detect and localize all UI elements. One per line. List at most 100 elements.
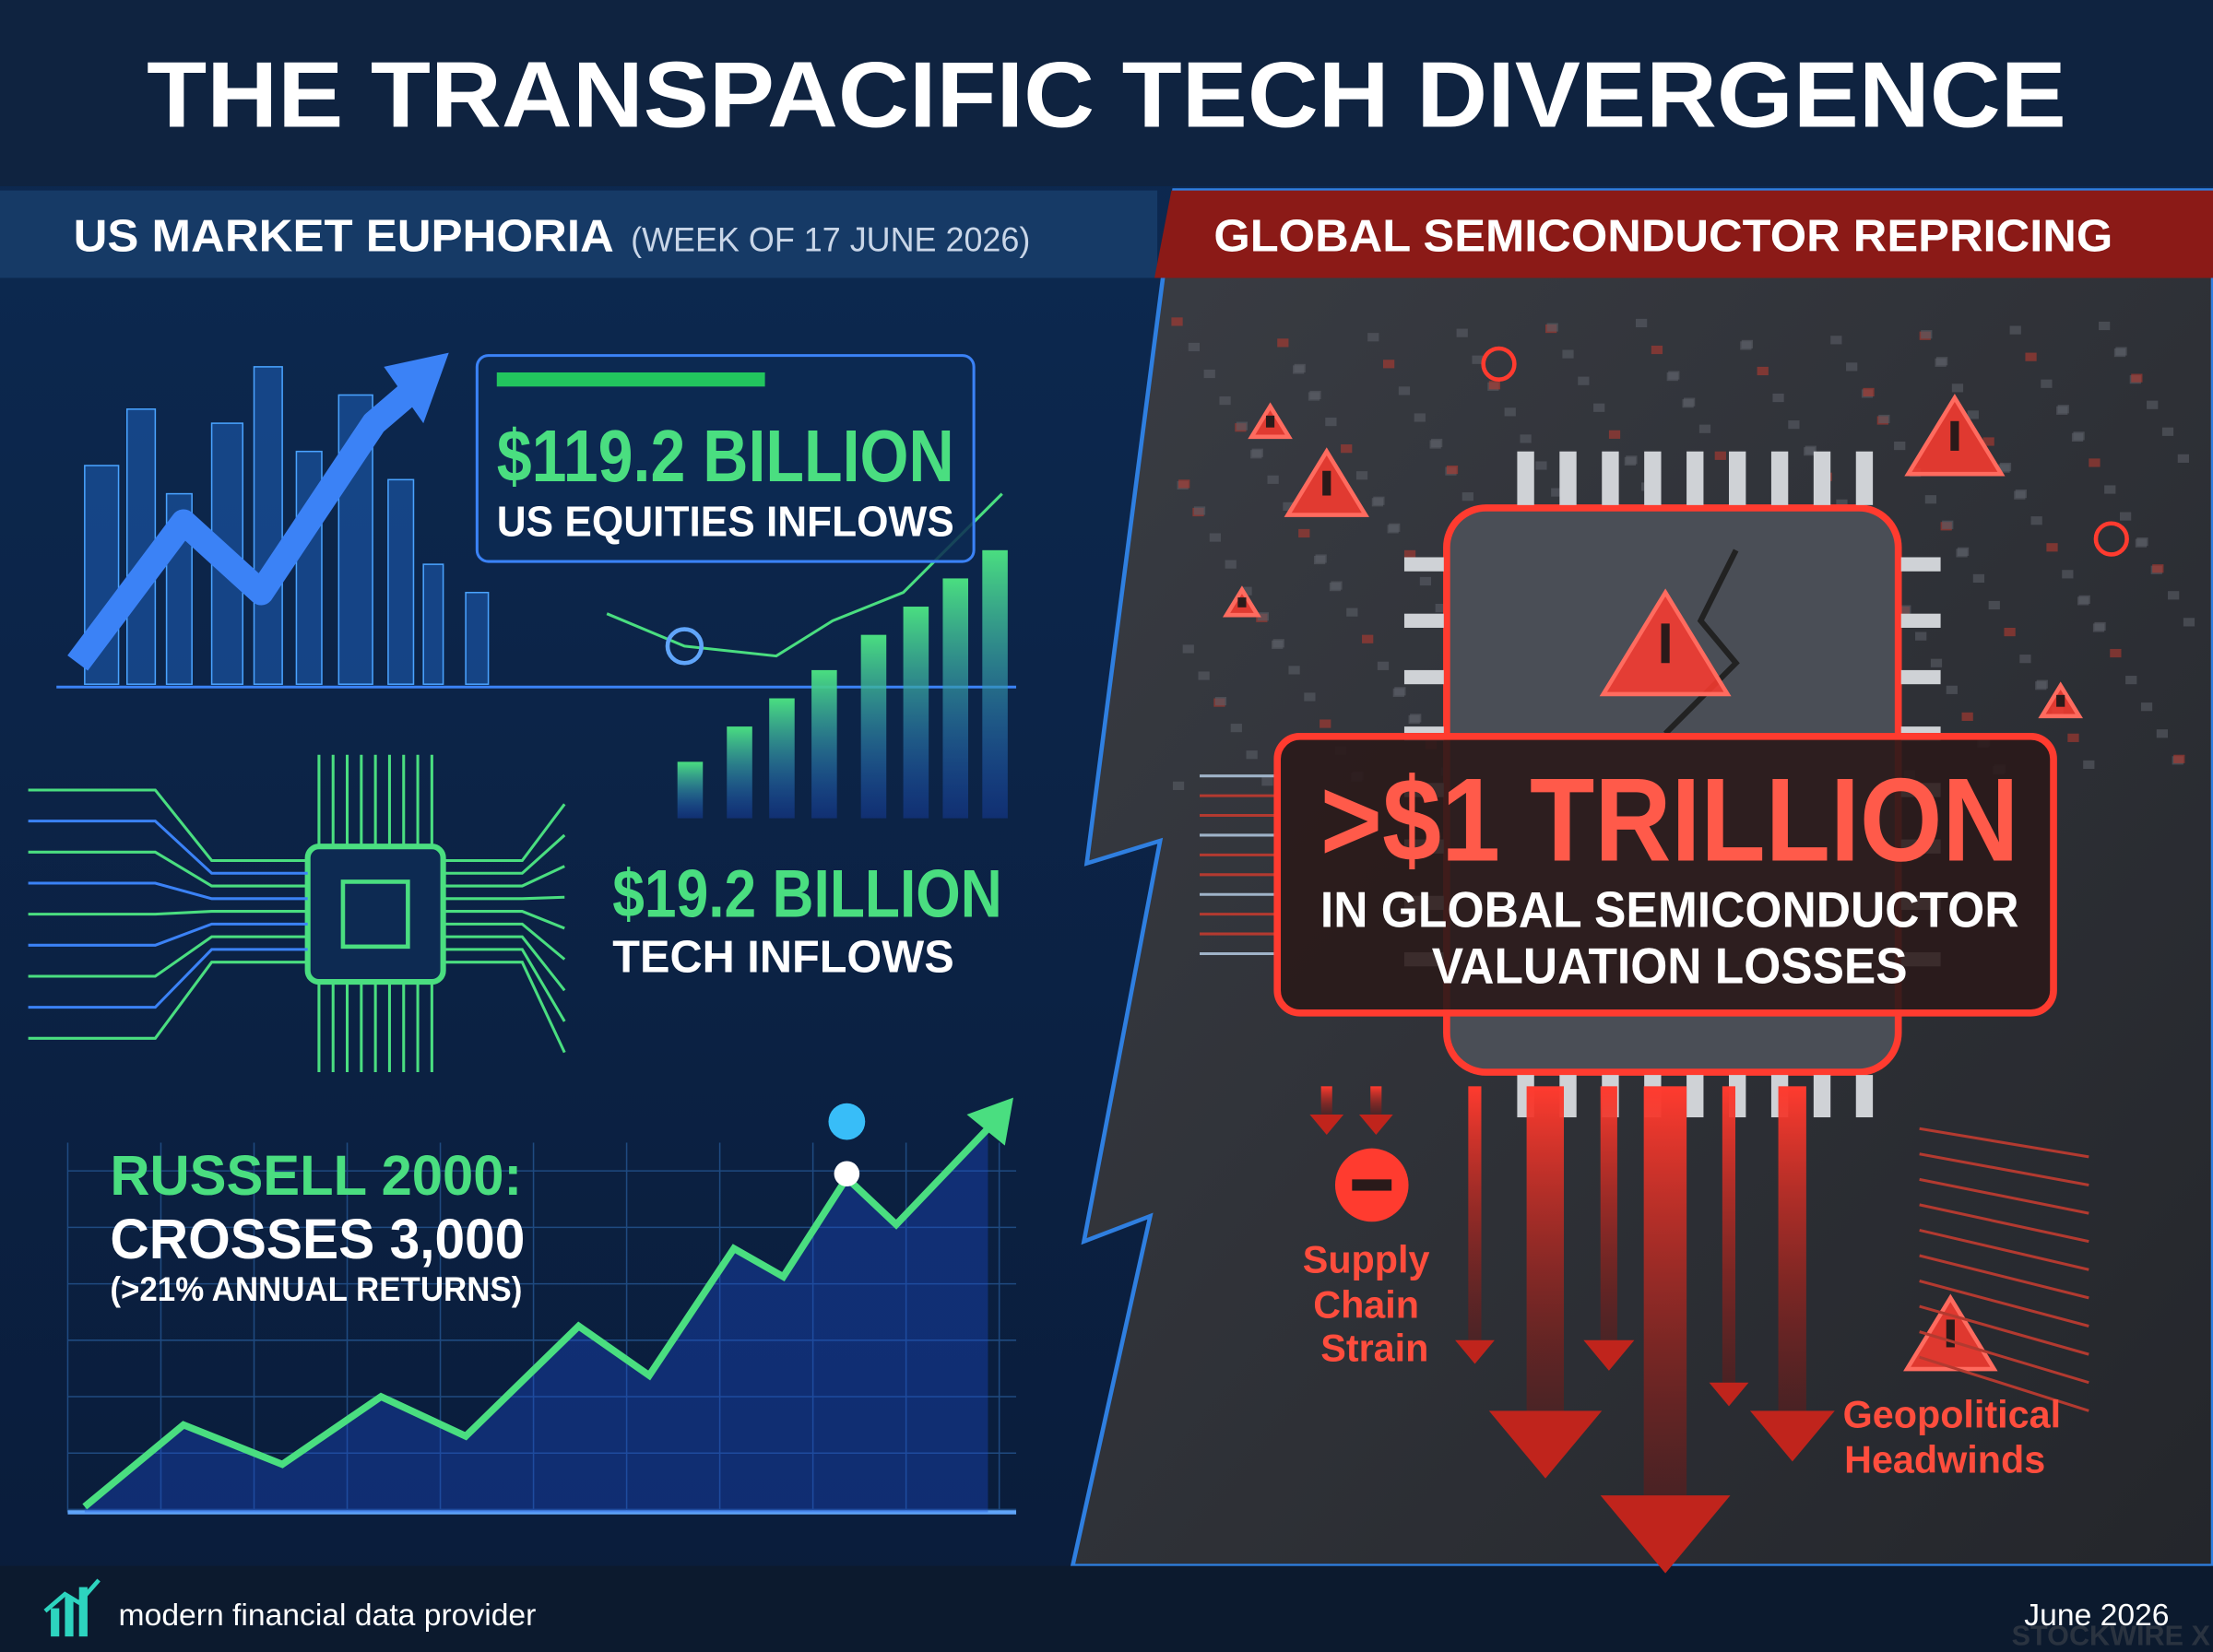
map-dot	[1246, 750, 1258, 760]
map-dot	[1946, 685, 1958, 694]
map-dot	[1236, 421, 1249, 431]
circuit-line	[1919, 1330, 2089, 1385]
warning-mark	[1322, 470, 1331, 496]
risk-label: Headwinds	[1844, 1439, 2045, 1481]
arrow-head	[384, 352, 449, 424]
pin	[1644, 451, 1662, 505]
map-dot	[1608, 430, 1621, 439]
map-dot	[1846, 362, 1858, 372]
bar-deco	[727, 726, 752, 819]
stop-icon	[2093, 521, 2129, 557]
map-dot	[1272, 639, 1284, 648]
map-dot	[2125, 676, 2137, 685]
map-dot	[2041, 379, 2053, 388]
map-dot	[1178, 479, 1190, 489]
map-dot	[1472, 355, 1484, 364]
map-dot	[1294, 363, 1306, 373]
warning-mark	[1950, 420, 1959, 451]
map-dot	[1267, 475, 1279, 484]
pin	[1403, 669, 1444, 685]
chip-core	[340, 879, 410, 950]
crack	[1663, 549, 1740, 736]
map-dot	[2147, 400, 2159, 409]
map-dot	[1398, 386, 1411, 395]
circuit-line	[443, 895, 565, 901]
map-dot	[2009, 325, 2021, 335]
down-arrow-head	[1583, 1339, 1635, 1371]
circuit-line	[28, 820, 308, 875]
map-dot	[1304, 692, 1316, 702]
map-dot	[1972, 573, 1985, 584]
pin	[1855, 451, 1874, 505]
map-dot	[1298, 528, 1310, 538]
map-dot	[1193, 506, 1206, 515]
pin	[1813, 1075, 1831, 1118]
map-dot	[1214, 696, 1227, 706]
area-deco	[84, 1128, 988, 1513]
map-dot	[1219, 396, 1231, 406]
skyline	[422, 563, 444, 685]
map-dot	[1225, 560, 1237, 569]
down-arrow	[1722, 1086, 1735, 1383]
circuit-line	[1919, 1228, 2089, 1271]
circuit-line	[28, 910, 308, 916]
map-dot	[1355, 471, 1368, 480]
map-dot	[1462, 492, 1473, 502]
skyline	[465, 591, 490, 685]
bar-deco	[982, 549, 1008, 819]
circuit-line	[28, 850, 308, 888]
circuit-line	[28, 948, 308, 1009]
down-arrow	[1320, 1086, 1332, 1115]
pin	[1686, 451, 1704, 505]
map-dot	[1414, 413, 1426, 422]
map-dot	[1377, 661, 1390, 670]
map-dot	[1431, 438, 1443, 448]
map-dot	[2173, 754, 2185, 763]
map-dot	[2152, 564, 2164, 573]
map-dot	[2104, 485, 2116, 494]
map-dot	[1546, 323, 1558, 332]
map-dot	[2004, 627, 2016, 637]
circuit-line	[443, 803, 566, 863]
skyline	[253, 366, 283, 685]
down-arrow	[1526, 1086, 1565, 1411]
marker	[834, 1161, 860, 1186]
map-dot	[2094, 621, 2106, 631]
down-arrow-head	[1309, 1114, 1344, 1135]
bar-deco	[811, 669, 837, 819]
map-dot	[1188, 342, 1201, 352]
date: June 2026	[2024, 1599, 2169, 1633]
map-dot	[2062, 570, 2074, 579]
map-dot	[1251, 448, 1263, 457]
map-dot	[1921, 330, 1933, 339]
map-dot	[2030, 516, 2042, 525]
title: THE TRANSPACIFIC TECH DIVERGENCE	[147, 44, 2066, 148]
down-arrow-head	[1358, 1114, 1393, 1135]
map-dot	[1957, 547, 1970, 556]
circuit-line	[1919, 1280, 2089, 1328]
map-dot	[1805, 445, 1817, 454]
map-dot	[1261, 777, 1273, 786]
map-dot	[1772, 393, 1784, 403]
map-dot	[2183, 618, 2195, 627]
map-dot	[2110, 648, 2122, 658]
map-dot	[1830, 336, 1842, 345]
map-dot	[2089, 458, 2101, 467]
map-dot	[2161, 427, 2174, 436]
network-node	[665, 627, 704, 666]
down-arrow	[1778, 1086, 1806, 1411]
map-dot	[1288, 666, 1300, 675]
pin	[1729, 451, 1746, 505]
circuit-line	[443, 910, 565, 930]
map-dot	[2140, 702, 2153, 712]
map-dot	[1535, 461, 1547, 470]
map-dot	[1315, 554, 1327, 563]
footer-bar	[0, 1565, 2213, 1652]
pin	[1813, 451, 1831, 505]
pin	[1855, 1075, 1874, 1118]
pin	[828, 1103, 866, 1140]
circuit-line	[28, 788, 308, 863]
bar-deco	[769, 698, 795, 819]
trend-arrow	[67, 371, 432, 671]
